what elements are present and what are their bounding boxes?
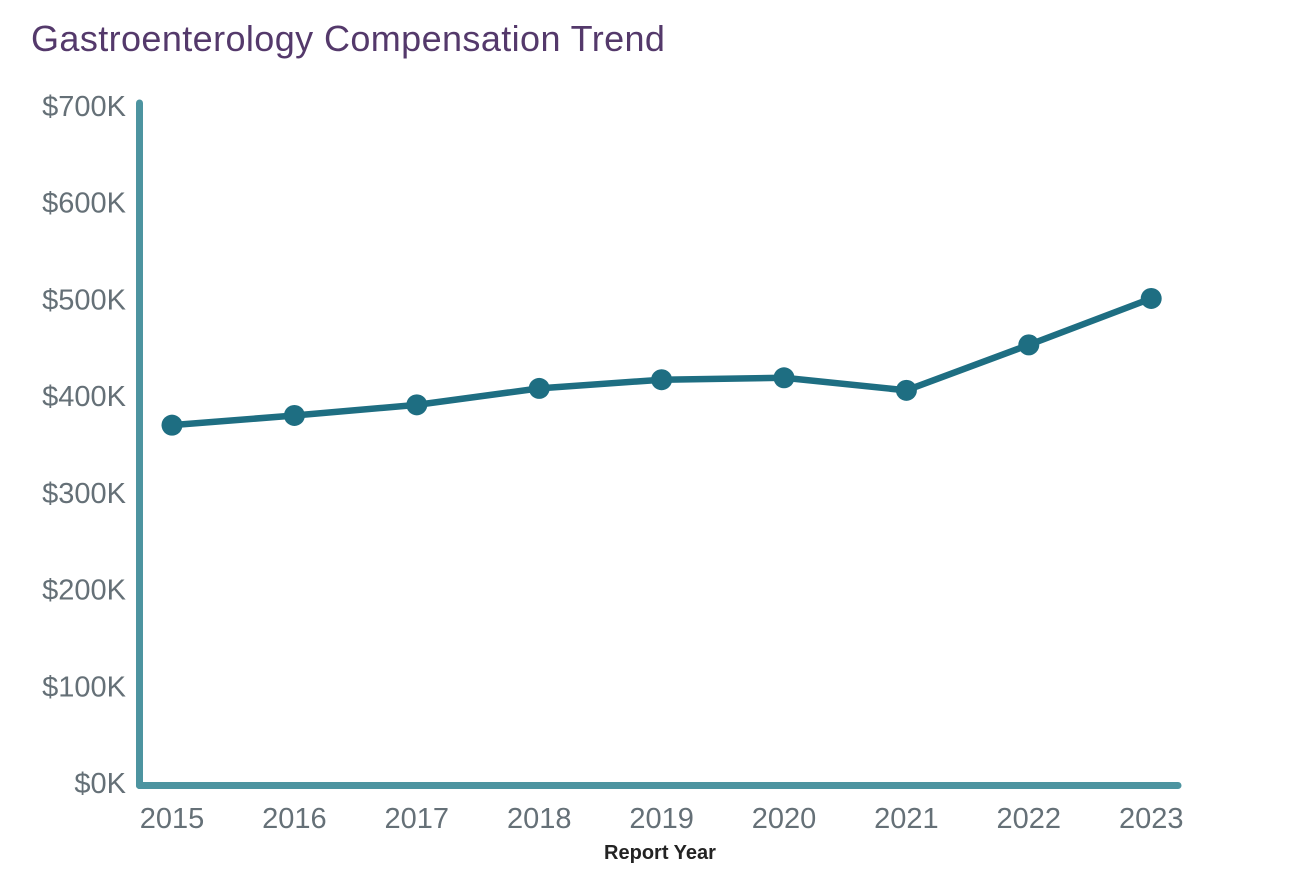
trend-line — [168, 295, 1155, 429]
data-point-2019 — [651, 369, 673, 391]
x-tick-label: 2018 — [507, 803, 572, 835]
x-tick-label: 2019 — [629, 803, 694, 835]
y-tick-label: $400K — [42, 381, 127, 413]
x-tick-label: 2021 — [874, 803, 939, 835]
data-point-2016 — [283, 404, 305, 426]
y-tick-label: $700K — [42, 91, 127, 123]
data-point-2021 — [895, 379, 917, 401]
x-tick-label: 2015 — [140, 803, 205, 835]
data-point-2017 — [406, 394, 428, 416]
y-tick-label: $500K — [42, 284, 127, 316]
data-point-2018 — [528, 377, 550, 399]
x-tick-label: 2022 — [997, 803, 1062, 835]
x-tick-label: 2017 — [385, 803, 450, 835]
y-tick-label: $300K — [42, 478, 127, 510]
y-tick-label: $0K — [74, 768, 126, 800]
x-tick-label: 2020 — [752, 803, 817, 835]
data-point-2020 — [773, 367, 795, 389]
x-tick-label: 2023 — [1119, 803, 1184, 835]
y-tick-label: $200K — [42, 575, 127, 607]
data-point-2023 — [1140, 287, 1162, 309]
chart-title: Gastroenterology Compensation Trend — [31, 18, 666, 59]
y-tick-label: $100K — [42, 671, 127, 703]
data-point-2022 — [1018, 334, 1040, 356]
x-axis-title: Report Year — [604, 842, 716, 864]
x-tick-label: 2016 — [262, 803, 327, 835]
y-tick-label: $600K — [42, 188, 127, 220]
data-point-2015 — [161, 414, 183, 436]
